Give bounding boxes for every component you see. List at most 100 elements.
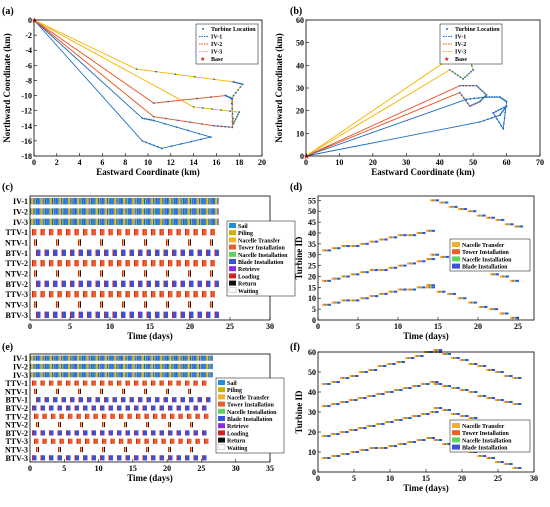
- turbine-task-mark: [444, 255, 446, 258]
- turbine-task-mark: [504, 275, 506, 278]
- turbine-task-mark: [440, 255, 442, 258]
- gantt-block: [104, 422, 105, 428]
- gantt-block: [151, 355, 154, 361]
- gantt-block: [202, 430, 203, 436]
- y-tick-label: 0: [312, 468, 316, 477]
- turbine-task-mark: [424, 413, 427, 415]
- gantt-block: [153, 413, 154, 419]
- gantt-block: [142, 290, 147, 298]
- turbine-task-mark: [336, 433, 340, 435]
- gantt-block: [169, 208, 171, 215]
- turbine-task-mark: [482, 395, 487, 397]
- turbine-task-mark: [482, 305, 484, 308]
- gantt-block: [116, 355, 118, 361]
- gantt-block: [95, 208, 97, 215]
- gantt-block: [66, 290, 67, 298]
- gantt-block: [57, 259, 59, 267]
- gantt-block: [173, 372, 175, 378]
- turbine-task-mark: [393, 236, 398, 239]
- turbine-task-mark: [344, 377, 346, 379]
- gantt-block: [195, 413, 200, 419]
- gantt-block: [170, 438, 175, 444]
- gantt-block: [125, 430, 130, 436]
- gantt-block: [80, 270, 81, 277]
- turbine-task-mark: [363, 271, 366, 274]
- turbine-task-mark: [359, 427, 362, 429]
- gantt-block: [181, 372, 183, 378]
- turbine-task-mark: [354, 451, 356, 453]
- gantt-block: [143, 363, 146, 370]
- turbine-task-mark: [499, 218, 501, 221]
- gantt-block: [144, 388, 145, 394]
- gantt-block: [46, 208, 48, 215]
- gantt-block: [216, 208, 218, 215]
- gantt-block: [100, 380, 105, 386]
- gantt-block: [155, 311, 160, 319]
- gantt-block: [142, 405, 147, 411]
- turbine-task-mark: [342, 299, 345, 302]
- gantt-block: [108, 218, 110, 226]
- turbine-task-mark: [345, 431, 349, 433]
- gantt-block: [178, 208, 180, 215]
- gantt-block: [117, 380, 118, 386]
- turbine-task-mark: [472, 391, 474, 393]
- gantt-block: [134, 290, 135, 298]
- x-tick-label: 25: [197, 464, 205, 473]
- turbine-task-mark: [490, 273, 492, 276]
- gantt-block: [69, 208, 71, 215]
- gantt-block: [121, 311, 126, 319]
- gantt-block: [80, 388, 81, 394]
- gantt-block: [155, 397, 160, 403]
- gantt-block: [138, 249, 139, 257]
- gantt-block: [107, 355, 109, 361]
- gantt-block: [34, 372, 36, 378]
- gantt-block: [92, 372, 94, 378]
- gantt-block: [177, 197, 179, 205]
- gantt-block: [76, 218, 78, 226]
- gantt-block: [86, 208, 88, 215]
- gantt-block: [128, 363, 131, 370]
- gantt-block: [53, 249, 54, 257]
- gantt-block: [44, 249, 49, 257]
- gantt-block: [201, 197, 203, 205]
- turbine-marker: [232, 94, 235, 97]
- turbine-task-mark: [377, 393, 380, 395]
- gantt-block: [170, 208, 172, 215]
- turbine-task-mark: [380, 292, 383, 295]
- gantt-block: [168, 301, 169, 308]
- gantt-block: [154, 355, 156, 361]
- turbine-task-mark: [517, 467, 522, 469]
- y-tick-label: 35: [308, 240, 316, 249]
- gantt-block: [150, 363, 152, 370]
- gantt-block: [161, 372, 163, 378]
- turbine-task-mark: [363, 242, 366, 245]
- gantt-block: [91, 290, 96, 298]
- gantt-block: [77, 197, 79, 205]
- gantt-block: [187, 197, 189, 205]
- gantt-block: [38, 218, 40, 226]
- gantt-block: [53, 311, 58, 319]
- turbine-task-mark: [354, 299, 356, 302]
- turbine-marker: [201, 123, 203, 125]
- gantt-block: [66, 259, 71, 267]
- turbine-task-mark: [408, 417, 412, 419]
- turbine-task-mark: [393, 290, 398, 293]
- turbine-task-mark: [352, 429, 355, 431]
- gantt-block: [202, 380, 207, 386]
- gantt-block: [96, 363, 98, 370]
- turbine-task-mark: [413, 385, 416, 387]
- gantt-block: [161, 208, 163, 215]
- gantt-block: [105, 197, 108, 205]
- gantt-block: [71, 208, 73, 215]
- gantt-block: [40, 363, 42, 370]
- gantt-block: [66, 208, 68, 215]
- gantt-block: [56, 197, 58, 205]
- gantt-block: [102, 413, 103, 419]
- gantt-block: [162, 355, 164, 361]
- turbine-task-mark: [463, 415, 466, 417]
- gantt-block: [36, 397, 37, 403]
- gantt-block: [56, 372, 58, 378]
- gantt-block: [36, 388, 37, 394]
- gantt-block: [64, 197, 66, 205]
- turbine-task-mark: [422, 286, 426, 289]
